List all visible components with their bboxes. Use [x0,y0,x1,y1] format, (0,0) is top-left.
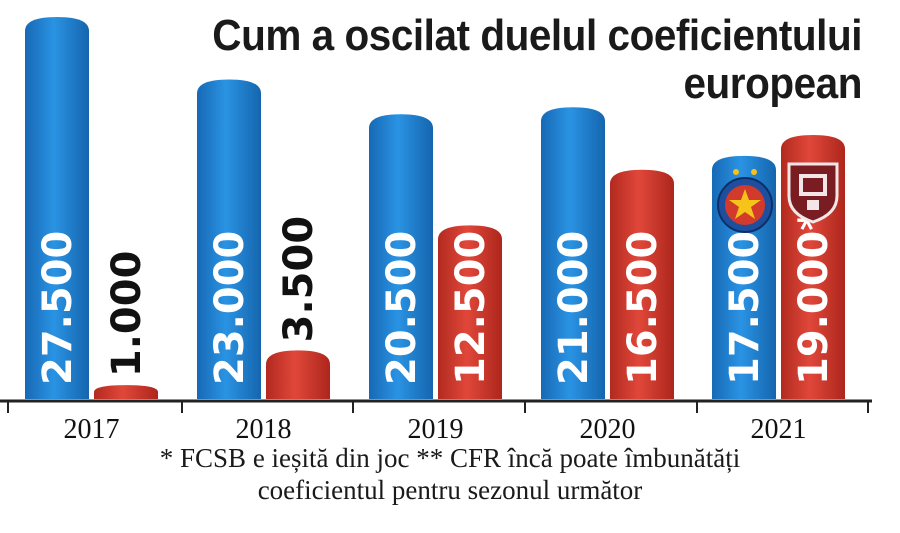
footnote-line-2: coeficientul pentru sezonul următor [257,475,643,505]
chart-title: Cum a oscilat duelul coeficientului euro… [212,11,862,108]
footnote-line-1: * FCSB e ieșită din joc ** CFR încă poat… [159,443,741,473]
bar-2019-series-1 [369,114,433,400]
bar-2017-series-2 [94,385,158,399]
x-tick-label-2018: 2018 [236,414,292,445]
value-label-2021-series-1: 17.500* [722,210,768,385]
value-label-2020-series-2: 16.500 [620,231,666,385]
value-label-2018-series-1: 23.000 [207,231,253,385]
value-label-2019-series-1: 20.500 [379,231,425,385]
bar-2020-series-1 [541,107,605,399]
fcsb-crest-icon [717,169,773,233]
bar-2018-series-2 [266,350,330,399]
bar-2020-series-2 [610,169,674,399]
x-tick-label-2020: 2020 [580,414,636,445]
value-label-2017-series-1: 27.500 [35,231,81,385]
footnote: * FCSB e ieșită din joc ** CFR încă poat… [0,442,900,506]
x-tick-label-2017: 2017 [64,414,120,445]
bar-2017-series-1 [25,16,89,399]
value-label-2018-series-2: 3.500 [276,216,322,343]
value-label-2020-series-1: 21.000 [551,231,597,385]
bar-2019-series-2 [438,225,502,399]
value-label-2017-series-2: 1.000 [104,251,150,378]
bar-2018-series-1 [197,79,261,399]
x-tick-label-2021: 2021 [751,414,807,445]
value-label-2019-series-2: 12.500 [448,231,494,385]
cfr-crest-icon [787,162,839,224]
x-tick-label-2019: 2019 [408,414,464,445]
